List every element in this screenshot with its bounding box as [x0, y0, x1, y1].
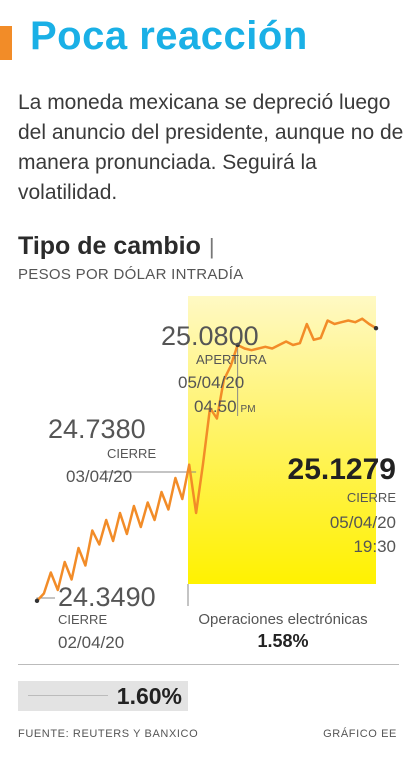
close-0504-value: 25.1279 [288, 453, 396, 486]
series-line-usd-mxn [35, 317, 378, 603]
electronic-pct: 1.58% [257, 631, 308, 651]
bottom-change-bar: 1.60% [18, 681, 188, 711]
open-time-value: 04:50 [194, 397, 237, 416]
close-0304-date: 03/04/20 [66, 467, 132, 486]
chart-title-pipe: | [208, 234, 215, 259]
electronic-label: Operaciones electrónicas [198, 611, 367, 628]
intro-text: La moneda mexicana se depreció luego del… [18, 91, 404, 204]
close-0504-time: 19:30 [353, 537, 396, 556]
source-credit: FUENTE: REUTERS Y BANXICO [18, 728, 199, 740]
close-0304-value: 24.7380 [48, 414, 146, 444]
chart-title-text: Tipo de cambio [18, 232, 201, 260]
close-0504-label: CIERRE [347, 490, 396, 505]
open-time: 04:50 PM [194, 397, 256, 416]
open-time-suffix: PM [241, 404, 256, 415]
close-0204-date: 02/04/20 [58, 633, 124, 652]
open-value: 25.0800 [161, 321, 259, 351]
open-label: APERTURA [196, 352, 267, 367]
bottom-change-pct: 1.60% [116, 683, 182, 709]
chart-units: PESOS POR DÓLAR INTRADÍA [18, 266, 244, 283]
bottom-bar-line [28, 695, 108, 696]
open-date: 05/04/20 [178, 373, 244, 392]
page-title: Poca reacción [30, 14, 308, 58]
marker-close-0204 [34, 598, 40, 604]
close-0204-value: 24.3490 [58, 582, 156, 612]
close-0204-label: CIERRE [58, 612, 107, 627]
chart-title: Tipo de cambio | [18, 232, 215, 261]
title-accent-bar [0, 26, 12, 60]
marker-open-0504 [235, 342, 240, 348]
footer-divider [18, 664, 399, 665]
close-0504-date: 05/04/20 [330, 513, 396, 532]
graphic-credit: GRÁFICO EE [323, 728, 397, 740]
close-0304-label: CIERRE [107, 446, 156, 461]
marker-close-0504 [373, 326, 379, 331]
